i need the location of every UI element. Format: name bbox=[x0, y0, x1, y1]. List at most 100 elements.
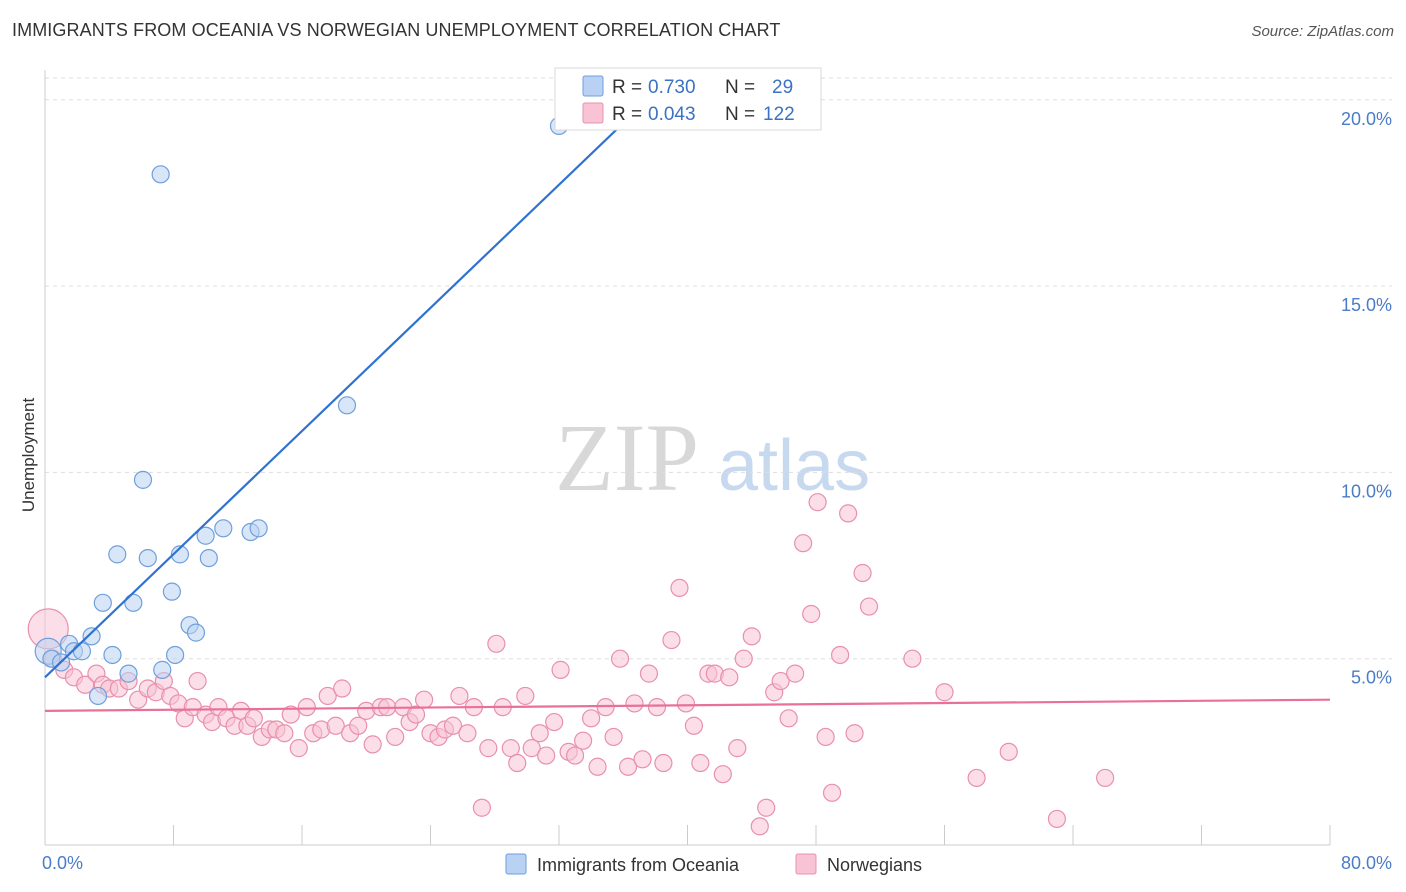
series-legend: Immigrants from Oceania Norwegians bbox=[505, 853, 922, 875]
oceania-point-27 bbox=[337, 396, 357, 415]
norwegians-point-92 bbox=[728, 739, 747, 758]
legend-r-label-norwegians: R = bbox=[612, 104, 642, 125]
norwegians-point-86 bbox=[684, 716, 704, 735]
oceania-point-22 bbox=[196, 526, 215, 545]
norwegians-point-66 bbox=[537, 746, 556, 765]
norwegians-point-102 bbox=[802, 604, 821, 624]
norwegians-point-91 bbox=[720, 668, 739, 687]
norwegians-point-110 bbox=[859, 597, 879, 616]
norwegians-point-42 bbox=[363, 735, 382, 754]
legend-r-label-oceania: R = bbox=[612, 77, 642, 98]
norwegians-point-4 bbox=[76, 675, 95, 694]
y-tick-label-0: 5.0% bbox=[1351, 668, 1392, 688]
oceania-point-21 bbox=[186, 623, 206, 642]
norwegians-point-108 bbox=[845, 724, 864, 743]
norwegians-point-112 bbox=[935, 683, 954, 702]
oceania-point-16 bbox=[153, 660, 172, 679]
norwegians-point-81 bbox=[647, 698, 667, 717]
norwegians-point-77 bbox=[618, 757, 638, 776]
norwegians-point-59 bbox=[487, 634, 506, 653]
watermark-atlas: atlas bbox=[718, 426, 870, 506]
gridlines bbox=[45, 77, 1392, 660]
norwegians-point-104 bbox=[816, 727, 835, 747]
oceania-points bbox=[34, 116, 569, 706]
norwegians-point-31 bbox=[281, 705, 300, 724]
norwegians-point-84 bbox=[670, 578, 689, 598]
norwegians-point-55 bbox=[458, 724, 477, 743]
norwegians-point-83 bbox=[662, 630, 681, 650]
x-tick-labels: 0.0% 80.0% bbox=[42, 853, 1392, 873]
norwegians-point-106 bbox=[830, 645, 850, 665]
norwegians-point-48 bbox=[406, 705, 426, 724]
y-tick-label-3: 20.0% bbox=[1341, 109, 1392, 129]
norwegians-point-26 bbox=[244, 709, 263, 728]
legend-swatch-norwegians bbox=[582, 102, 604, 124]
norwegians-point-18 bbox=[188, 671, 207, 691]
norwegians-point-78 bbox=[625, 694, 644, 713]
norwegians-point-93 bbox=[734, 649, 753, 668]
legend-n-label-norwegians: N = bbox=[725, 104, 755, 125]
series-legend-label-oceania: Immigrants from Oceania bbox=[537, 855, 740, 875]
series-legend-swatch-norwegians bbox=[795, 853, 817, 875]
norwegians-point-54 bbox=[450, 686, 469, 706]
legend-n-label-oceania: N = bbox=[725, 77, 755, 98]
oceania-point-6 bbox=[82, 627, 101, 646]
norwegians-point-68 bbox=[551, 660, 570, 679]
norwegians-point-67 bbox=[545, 712, 564, 732]
oceania-point-13 bbox=[133, 470, 153, 489]
norwegians-point-80 bbox=[639, 664, 659, 683]
chart-title: IMMIGRANTS FROM OCEANIA VS NORWEGIAN UNE… bbox=[12, 20, 781, 40]
norwegians-point-30 bbox=[275, 724, 294, 743]
norwegians-point-36 bbox=[318, 686, 337, 706]
norwegians-point-82 bbox=[654, 753, 673, 773]
norwegians-point-98 bbox=[771, 671, 790, 691]
norwegians-point-103 bbox=[808, 493, 827, 512]
norwegians-point-101 bbox=[794, 534, 813, 553]
watermark: ZIP atlas bbox=[555, 404, 870, 511]
oceania-point-26 bbox=[249, 519, 268, 538]
legend-swatch-oceania bbox=[582, 75, 604, 97]
oceania-point-8 bbox=[93, 593, 112, 612]
norwegians-point-45 bbox=[386, 727, 405, 747]
norwegians-point-40 bbox=[349, 716, 368, 735]
axes bbox=[44, 70, 1331, 846]
norwegians-point-58 bbox=[479, 739, 498, 758]
oceania-point-5 bbox=[72, 642, 92, 661]
norwegians-point-63 bbox=[516, 686, 535, 706]
norwegians-point-116 bbox=[1096, 768, 1115, 788]
norwegians-trend-line bbox=[44, 698, 1331, 712]
y-axis-title: Unemployment bbox=[19, 398, 38, 513]
norwegians-point-37 bbox=[326, 716, 345, 735]
norwegians-point-33 bbox=[297, 698, 316, 717]
oceania-point-15 bbox=[151, 165, 170, 184]
legend-n-value-oceania: 29 bbox=[772, 77, 793, 98]
oceania-point-17 bbox=[162, 582, 181, 601]
stats-legend: R = 0.730 N = 29 R = 0.043 N = 122 bbox=[554, 67, 822, 131]
norwegians-point-62 bbox=[508, 753, 527, 773]
oceania-point-23 bbox=[199, 549, 218, 568]
source-label: Source: ZipAtlas.com bbox=[1251, 23, 1394, 40]
oceania-trend-line bbox=[44, 91, 657, 679]
norwegians-point-49 bbox=[414, 690, 434, 709]
oceania-point-11 bbox=[119, 664, 138, 683]
oceania-point-12 bbox=[124, 593, 143, 612]
norwegians-point-64 bbox=[522, 739, 541, 758]
legend-r-value-norwegians: 0.043 bbox=[648, 104, 696, 125]
norwegians-point-57 bbox=[472, 798, 491, 817]
norwegians-point-100 bbox=[786, 664, 805, 683]
norwegians-point-96 bbox=[757, 798, 776, 817]
norwegians-point-85 bbox=[676, 694, 695, 713]
norwegians-point-38 bbox=[333, 679, 352, 698]
norwegians-point-111 bbox=[903, 649, 922, 668]
norwegians-point-90 bbox=[713, 765, 732, 784]
series-legend-label-norwegians: Norwegians bbox=[827, 855, 922, 875]
oceania-point-18 bbox=[166, 645, 185, 665]
norwegians-point-70 bbox=[565, 746, 585, 765]
norwegians-point-107 bbox=[839, 504, 858, 523]
y-tick-label-1: 10.0% bbox=[1341, 481, 1392, 501]
oceania-point-7 bbox=[88, 686, 108, 706]
oceania-point-14 bbox=[138, 549, 157, 568]
x-tick-label-0: 0.0% bbox=[42, 853, 83, 873]
norwegians-point-53 bbox=[443, 716, 463, 735]
